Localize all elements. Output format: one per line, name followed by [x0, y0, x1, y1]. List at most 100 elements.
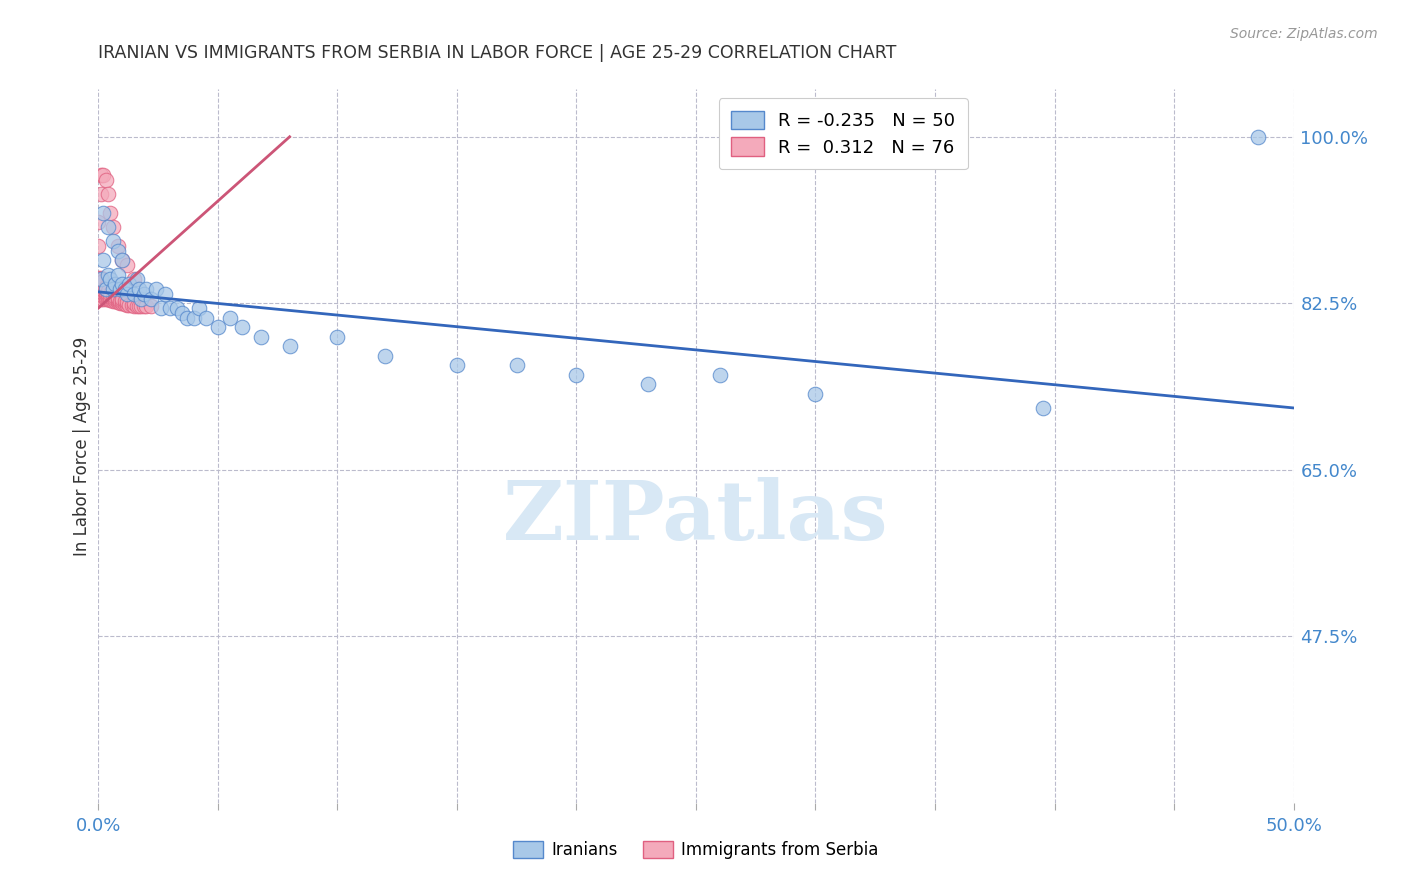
- Point: [94, 282, 117, 296]
- Point: [115, 286, 138, 301]
- Point: [231, 320, 253, 334]
- Point: [135, 282, 157, 296]
- Point: [104, 290, 127, 304]
- Point: [125, 299, 148, 313]
- Point: [101, 292, 124, 306]
- Point: [121, 298, 143, 312]
- Point: [207, 320, 229, 334]
- Point: [709, 368, 731, 382]
- Point: [139, 299, 162, 313]
- Point: [101, 290, 124, 304]
- Point: [94, 290, 117, 304]
- Point: [90, 282, 112, 296]
- Point: [128, 282, 150, 296]
- Point: [101, 220, 124, 235]
- Point: [172, 306, 194, 320]
- Point: [94, 292, 117, 306]
- Point: [446, 358, 468, 372]
- Point: [90, 186, 112, 201]
- Point: [166, 301, 188, 315]
- Point: [91, 292, 114, 306]
- Point: [104, 294, 127, 309]
- Point: [97, 220, 120, 235]
- Point: [91, 274, 114, 288]
- Point: [637, 377, 659, 392]
- Point: [107, 239, 129, 253]
- Point: [132, 286, 155, 301]
- Point: [108, 282, 131, 296]
- Point: [565, 368, 588, 382]
- Point: [90, 292, 112, 306]
- Point: [187, 301, 209, 315]
- Point: [90, 284, 112, 298]
- Point: [804, 386, 827, 401]
- Point: [87, 215, 110, 229]
- Point: [90, 274, 112, 288]
- Point: [98, 290, 122, 304]
- Point: [115, 295, 138, 310]
- Point: [91, 253, 114, 268]
- Point: [91, 206, 114, 220]
- Point: [98, 272, 122, 286]
- Point: [87, 282, 110, 296]
- Point: [176, 310, 198, 325]
- Text: Source: ZipAtlas.com: Source: ZipAtlas.com: [1230, 27, 1378, 41]
- Y-axis label: In Labor Force | Age 25-29: In Labor Force | Age 25-29: [73, 336, 91, 556]
- Point: [98, 292, 122, 306]
- Point: [98, 293, 122, 308]
- Point: [97, 286, 120, 301]
- Point: [107, 291, 129, 305]
- Point: [111, 253, 134, 268]
- Point: [131, 299, 153, 313]
- Text: ZIPatlas: ZIPatlas: [503, 477, 889, 558]
- Point: [135, 299, 157, 313]
- Point: [1032, 401, 1054, 415]
- Point: [91, 285, 114, 300]
- Point: [104, 277, 127, 292]
- Point: [94, 172, 117, 186]
- Point: [94, 286, 117, 301]
- Point: [124, 299, 146, 313]
- Point: [1246, 129, 1268, 144]
- Point: [111, 294, 134, 309]
- Point: [155, 286, 177, 301]
- Point: [131, 292, 153, 306]
- Point: [97, 292, 120, 306]
- Point: [101, 282, 124, 296]
- Point: [107, 244, 129, 258]
- Point: [108, 294, 131, 309]
- Point: [90, 270, 112, 285]
- Point: [107, 295, 129, 310]
- Point: [125, 272, 148, 286]
- Point: [87, 277, 110, 292]
- Point: [97, 290, 120, 304]
- Point: [87, 239, 110, 253]
- Point: [111, 296, 134, 310]
- Point: [90, 286, 112, 301]
- Point: [97, 186, 120, 201]
- Point: [124, 286, 146, 301]
- Point: [128, 299, 150, 313]
- Point: [98, 206, 122, 220]
- Point: [90, 272, 112, 286]
- Point: [91, 288, 114, 302]
- Point: [111, 277, 134, 292]
- Point: [183, 310, 205, 325]
- Point: [91, 277, 114, 292]
- Point: [90, 272, 112, 286]
- Point: [194, 310, 217, 325]
- Point: [97, 284, 120, 298]
- Point: [159, 301, 181, 315]
- Point: [87, 272, 110, 286]
- Point: [118, 277, 141, 292]
- Point: [94, 280, 117, 294]
- Point: [107, 268, 129, 282]
- Legend: Iranians, Immigrants from Serbia: Iranians, Immigrants from Serbia: [506, 834, 886, 866]
- Point: [94, 285, 117, 299]
- Point: [250, 329, 273, 343]
- Point: [90, 168, 112, 182]
- Point: [98, 286, 122, 301]
- Point: [90, 277, 112, 291]
- Point: [108, 296, 131, 310]
- Point: [111, 292, 134, 306]
